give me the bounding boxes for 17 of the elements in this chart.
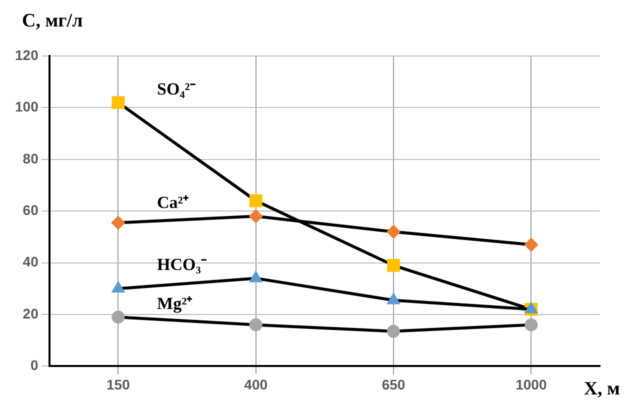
- y-tick-label: 100: [15, 98, 39, 115]
- y-tick-label: 80: [22, 150, 39, 166]
- y-tick-label: 0: [30, 357, 39, 374]
- series-label: Mg²⁺: [157, 294, 193, 313]
- y-tick-label: 40: [22, 254, 39, 270]
- x-axis-title: X, м: [584, 378, 620, 400]
- y-tick-label: 60: [22, 202, 39, 218]
- series-label: SO₄²⁻: [157, 79, 196, 98]
- y-tick-label: 20: [22, 305, 39, 322]
- series-label: HCO₃⁻: [157, 255, 207, 274]
- x-tick-label: 400: [244, 376, 268, 392]
- x-tick-label: 650: [382, 376, 406, 392]
- y-axis-title: C, мг/л: [22, 10, 84, 32]
- x-tick-label: 150: [106, 376, 130, 392]
- y-tick-label: 120: [15, 46, 39, 63]
- series-label: Ca²⁺: [157, 193, 189, 212]
- x-tick-label: 1000: [516, 376, 547, 392]
